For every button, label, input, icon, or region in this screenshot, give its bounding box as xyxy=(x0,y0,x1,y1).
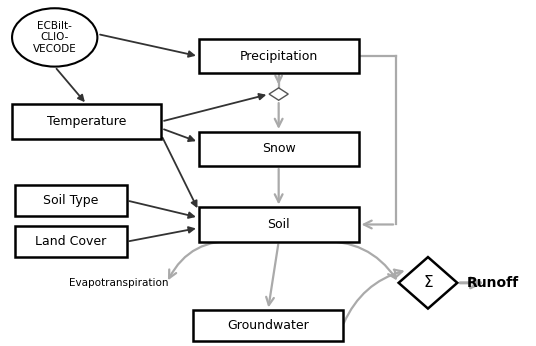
FancyBboxPatch shape xyxy=(199,132,359,166)
Text: Evapotranspiration: Evapotranspiration xyxy=(69,278,168,288)
Text: Soil Type: Soil Type xyxy=(43,194,99,207)
Text: Precipitation: Precipitation xyxy=(240,50,318,63)
Text: ECBilt-
CLIO-
VECODE: ECBilt- CLIO- VECODE xyxy=(33,21,77,54)
FancyBboxPatch shape xyxy=(193,310,343,341)
FancyBboxPatch shape xyxy=(199,207,359,242)
Text: Groundwater: Groundwater xyxy=(227,319,309,332)
FancyBboxPatch shape xyxy=(14,185,126,216)
Polygon shape xyxy=(269,88,288,100)
Ellipse shape xyxy=(12,8,98,66)
FancyBboxPatch shape xyxy=(14,226,126,257)
Text: Runoff: Runoff xyxy=(466,276,519,290)
Polygon shape xyxy=(399,257,457,309)
Text: Land Cover: Land Cover xyxy=(35,235,106,248)
Text: Σ: Σ xyxy=(423,275,433,290)
Text: Snow: Snow xyxy=(262,143,295,155)
Text: Soil: Soil xyxy=(267,218,290,231)
FancyBboxPatch shape xyxy=(12,104,161,139)
FancyBboxPatch shape xyxy=(199,39,359,73)
Text: Temperature: Temperature xyxy=(47,115,126,128)
